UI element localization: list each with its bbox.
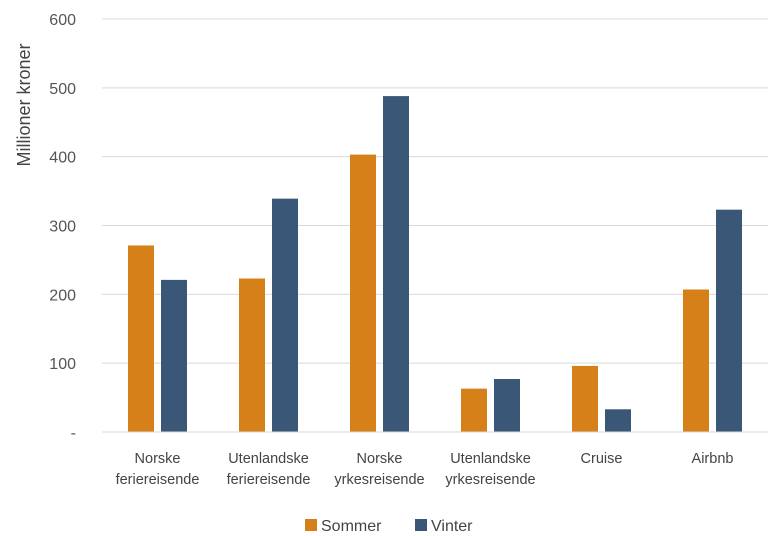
bar-vinter-1 [272,198,298,432]
x-axis-tick-labels: Norske feriereisende Utenlandske feriereise… [116,451,734,488]
y-axis-label: Millioner kroner [14,43,34,166]
x-tick-label: Norske yrkesreisende [334,451,424,488]
x-tick-label: Cruise [581,451,623,467]
y-tick-label: 500 [49,81,76,98]
bar-vinter-0 [161,279,187,432]
bar-sommer-5 [683,289,709,432]
bar-vinter-3 [494,378,520,432]
bars [128,96,742,433]
legend-swatch-vinter [415,519,427,531]
bar-sommer-1 [239,278,265,432]
y-tick-label: 200 [49,287,76,304]
bar-vinter-4 [605,409,631,432]
y-tick-label: 300 [49,219,76,236]
legend-swatch-sommer [305,519,317,531]
y-tick-label: 100 [49,356,76,373]
y-tick-label: - [71,425,76,442]
x-tick-label: Utenlandske yrkesreisende [445,451,535,488]
x-tick-label: Norske feriereisende [116,451,200,488]
bar-sommer-3 [461,388,487,432]
y-axis-ticks: - 100 200 300 400 500 600 [49,12,76,442]
y-tick-label: 400 [49,150,76,167]
legend: Sommer Vinter [305,518,473,535]
legend-label-sommer: Sommer [321,518,382,535]
bar-vinter-5 [716,209,742,432]
x-tick-label: Utenlandske feriereisende [227,451,311,488]
y-tick-label: 600 [49,12,76,29]
legend-label-vinter: Vinter [431,518,473,535]
gridlines [102,18,768,364]
bar-sommer-2 [350,154,376,432]
x-tick-label: Airbnb [692,451,734,467]
bar-sommer-4 [572,365,598,432]
bar-sommer-0 [128,245,154,432]
bar-vinter-2 [383,96,409,433]
